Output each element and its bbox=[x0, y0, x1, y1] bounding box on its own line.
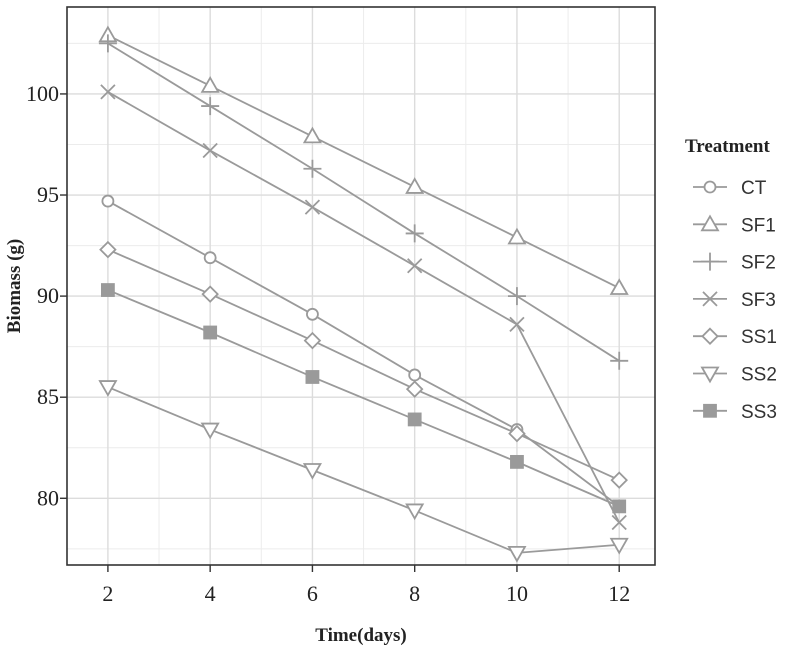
data-point-sf3 bbox=[202, 142, 218, 159]
data-point-sf3 bbox=[407, 258, 423, 274]
data-point-ss2 bbox=[98, 380, 118, 397]
data-point-ss1 bbox=[610, 471, 628, 489]
x-tick-label: 6 bbox=[307, 581, 318, 606]
legend-label: CT bbox=[741, 178, 767, 199]
plot-background bbox=[67, 7, 655, 565]
data-point-ss3 bbox=[101, 283, 115, 297]
y-axis-title: Biomass (g) bbox=[4, 239, 25, 333]
data-point-ct bbox=[101, 194, 115, 208]
x-tick-label: 12 bbox=[608, 581, 630, 606]
data-point-ss3 bbox=[407, 412, 422, 427]
data-point-sf2 bbox=[201, 97, 220, 116]
legend-title: Treatment bbox=[685, 136, 770, 157]
series-sf1 bbox=[98, 25, 629, 295]
series-line-sf3 bbox=[107, 91, 621, 523]
data-point-ss1 bbox=[201, 285, 219, 303]
data-point-ss2 bbox=[302, 463, 322, 480]
legend-marker-ss3 bbox=[703, 403, 717, 418]
data-point-ss3 bbox=[510, 454, 524, 469]
y-tick-label: 85 bbox=[37, 384, 59, 409]
series-layer bbox=[98, 25, 629, 563]
data-point-ss1 bbox=[508, 424, 526, 443]
data-point-sf1 bbox=[405, 177, 425, 194]
legend-item-sf2: SF2 bbox=[693, 252, 776, 274]
series-line-ss3 bbox=[107, 289, 620, 508]
x-axis: 2 4 6 8 10 12 bbox=[102, 565, 630, 606]
data-point-sf2 bbox=[610, 351, 629, 370]
data-point-ss2 bbox=[405, 503, 425, 521]
data-point-sf3 bbox=[509, 316, 525, 333]
data-point-sf2 bbox=[98, 34, 117, 53]
x-tick-label: 2 bbox=[102, 581, 113, 606]
x-tick-label: 8 bbox=[409, 581, 420, 606]
series-sf2 bbox=[98, 34, 629, 370]
series-ss2 bbox=[98, 380, 629, 563]
x-tick-label: 10 bbox=[506, 581, 528, 606]
data-point-ss2 bbox=[507, 545, 527, 563]
data-point-sf2 bbox=[507, 287, 526, 306]
y-axis: 80 85 90 95 100 bbox=[26, 81, 67, 510]
legend-label: SS1 bbox=[741, 327, 777, 348]
legend-marker-ss2 bbox=[700, 366, 720, 384]
data-point-ss3 bbox=[203, 325, 218, 340]
data-point-ss3 bbox=[612, 499, 627, 514]
legend-item-ss3: SS3 bbox=[693, 402, 777, 423]
data-point-ss3 bbox=[305, 370, 320, 384]
y-tick-label: 80 bbox=[37, 485, 59, 510]
series-line-ct bbox=[107, 200, 620, 508]
legend-label: SF2 bbox=[741, 253, 776, 274]
data-point-ss1 bbox=[405, 380, 424, 398]
series-line-ss1 bbox=[107, 248, 620, 481]
legend-marker-sf2 bbox=[701, 252, 719, 271]
data-point-sf1 bbox=[507, 227, 527, 245]
plot-border bbox=[66, 6, 656, 566]
legend-item-sf1: SF1 bbox=[693, 214, 776, 236]
legend-item-ss1: SS1 bbox=[693, 327, 777, 348]
x-axis-title: Time(days) bbox=[315, 625, 406, 646]
data-point-sf3 bbox=[100, 84, 116, 100]
legend-marker-sf3 bbox=[702, 291, 718, 307]
y-tick-label: 95 bbox=[37, 182, 59, 207]
series-sf3 bbox=[100, 84, 627, 531]
series-line-sf2 bbox=[107, 42, 620, 362]
legend-marker-sf1 bbox=[700, 214, 720, 232]
data-point-sf3 bbox=[611, 514, 627, 531]
data-point-sf1 bbox=[302, 126, 322, 144]
data-point-ct bbox=[306, 307, 319, 321]
legend-label: SS3 bbox=[741, 402, 777, 423]
legend-label: SS2 bbox=[741, 365, 777, 386]
series-ss3 bbox=[101, 283, 627, 514]
x-tick-label: 4 bbox=[205, 581, 216, 606]
data-point-sf1 bbox=[609, 278, 629, 295]
legend-item-ct: CT bbox=[693, 178, 767, 199]
series-line-sf1 bbox=[107, 34, 620, 289]
data-point-ct bbox=[203, 251, 217, 265]
data-point-sf1 bbox=[200, 76, 220, 93]
legend-marker-ct bbox=[703, 180, 717, 194]
legend-marker-ss1 bbox=[701, 327, 719, 345]
data-point-ss1 bbox=[99, 240, 117, 259]
legend-item-sf3: SF3 bbox=[693, 290, 776, 311]
legend: Treatment CT SF1 SF2 SF3 SS1 SS2 SS3 bbox=[685, 136, 777, 423]
legend-label: SF1 bbox=[741, 215, 776, 236]
legend-label: SF3 bbox=[741, 290, 776, 311]
data-point-ss2 bbox=[609, 537, 629, 555]
series-ss1 bbox=[99, 240, 628, 489]
data-point-ss2 bbox=[200, 422, 220, 440]
data-point-sf2 bbox=[405, 224, 424, 243]
legend-item-ss2: SS2 bbox=[693, 365, 777, 386]
series-line-ss2 bbox=[107, 386, 620, 554]
data-point-ss1 bbox=[303, 331, 322, 350]
data-point-ct bbox=[408, 368, 422, 382]
y-tick-label: 100 bbox=[26, 81, 59, 106]
y-tick-label: 90 bbox=[37, 283, 59, 308]
grid-minor bbox=[67, 7, 655, 565]
data-point-sf3 bbox=[304, 199, 321, 215]
data-point-sf2 bbox=[303, 159, 322, 178]
